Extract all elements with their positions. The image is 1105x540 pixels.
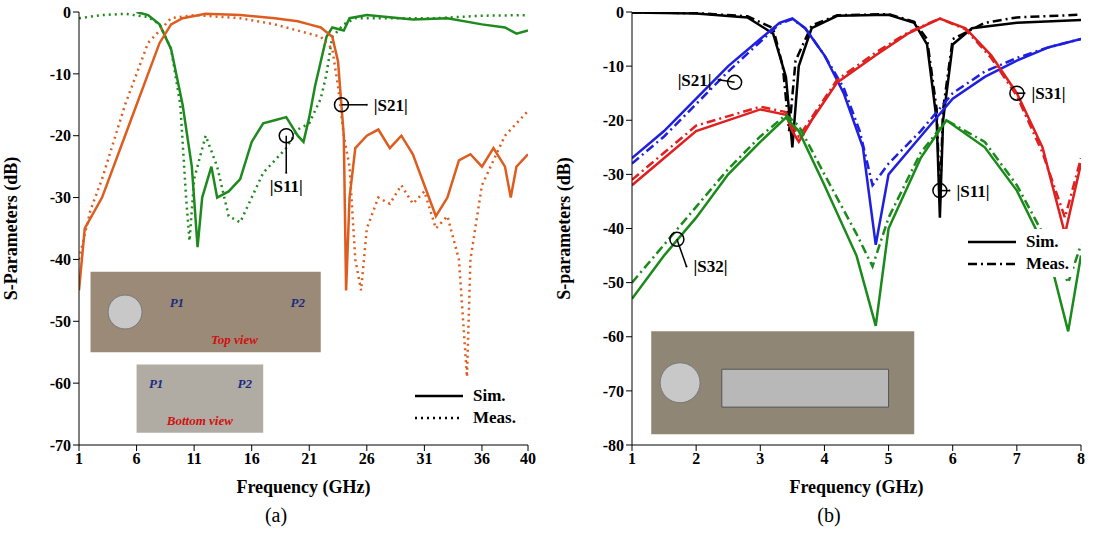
svg-text:P2: P2 bbox=[291, 295, 306, 310]
html-text:Sim.: Sim. bbox=[1026, 231, 1059, 251]
svg-text:5: 5 bbox=[885, 450, 893, 467]
svg-text:36: 36 bbox=[474, 450, 490, 467]
html-text:Meas.: Meas. bbox=[1026, 253, 1069, 273]
svg-text:-30: -30 bbox=[50, 189, 71, 206]
svg-text:0: 0 bbox=[63, 4, 71, 21]
svg-text:0: 0 bbox=[616, 4, 624, 21]
svg-text:2: 2 bbox=[692, 450, 700, 467]
svg-text:-60: -60 bbox=[50, 375, 71, 392]
svg-text:31: 31 bbox=[416, 450, 432, 467]
svg-text:16: 16 bbox=[244, 450, 260, 467]
svg-text:-20: -20 bbox=[50, 127, 71, 144]
svg-text:|S32|: |S32| bbox=[694, 257, 728, 276]
svg-text:Frequency (GHz): Frequency (GHz) bbox=[236, 477, 370, 498]
svg-text:3: 3 bbox=[756, 450, 764, 467]
svg-text:-50: -50 bbox=[603, 274, 624, 291]
svg-text:1: 1 bbox=[75, 450, 83, 467]
svg-text:-10: -10 bbox=[50, 66, 71, 83]
svg-text:7: 7 bbox=[1013, 450, 1021, 467]
svg-text:P1: P1 bbox=[170, 295, 184, 310]
svg-text:-70: -70 bbox=[603, 383, 624, 400]
svg-text:-80: -80 bbox=[603, 437, 624, 454]
html-text:Meas.: Meas. bbox=[473, 408, 516, 427]
svg-text:11: 11 bbox=[187, 450, 202, 467]
svg-text:6: 6 bbox=[949, 450, 957, 467]
html-text:(b): (b) bbox=[817, 504, 841, 526]
svg-text:8: 8 bbox=[1077, 450, 1085, 467]
svg-text:S-parameters (dB): S-parameters (dB) bbox=[555, 157, 575, 299]
html-text:(a): (a) bbox=[264, 504, 288, 526]
svg-text:P2: P2 bbox=[238, 376, 253, 391]
svg-text:|S31|: |S31| bbox=[1032, 84, 1066, 103]
svg-text:|S21|: |S21| bbox=[374, 96, 408, 115]
svg-text:Frequency (GHz): Frequency (GHz) bbox=[789, 477, 923, 498]
svg-text:P1: P1 bbox=[149, 376, 163, 391]
svg-text:-40: -40 bbox=[50, 251, 71, 268]
svg-text:21: 21 bbox=[301, 450, 317, 467]
svg-text:6: 6 bbox=[133, 450, 141, 467]
svg-text:4: 4 bbox=[820, 450, 828, 467]
html-text:Sim.: Sim. bbox=[473, 386, 506, 405]
svg-text:Top view: Top view bbox=[211, 332, 258, 347]
svg-text:Bottom view: Bottom view bbox=[166, 413, 233, 428]
svg-text:40: 40 bbox=[520, 450, 536, 467]
svg-text:26: 26 bbox=[359, 450, 375, 467]
svg-text:|S21|: |S21| bbox=[678, 71, 712, 90]
svg-text:|S11|: |S11| bbox=[270, 177, 303, 196]
svg-text:-60: -60 bbox=[603, 328, 624, 345]
svg-text:-70: -70 bbox=[50, 437, 71, 454]
svg-text:1: 1 bbox=[628, 450, 636, 467]
svg-text:-20: -20 bbox=[603, 112, 624, 129]
svg-text:-40: -40 bbox=[603, 220, 624, 237]
svg-text:|S11|: |S11| bbox=[957, 182, 990, 201]
svg-text:S-Parameters (dB): S-Parameters (dB) bbox=[2, 157, 22, 300]
svg-text:-50: -50 bbox=[50, 313, 71, 330]
svg-text:-10: -10 bbox=[603, 58, 624, 75]
svg-text:-30: -30 bbox=[603, 166, 624, 183]
